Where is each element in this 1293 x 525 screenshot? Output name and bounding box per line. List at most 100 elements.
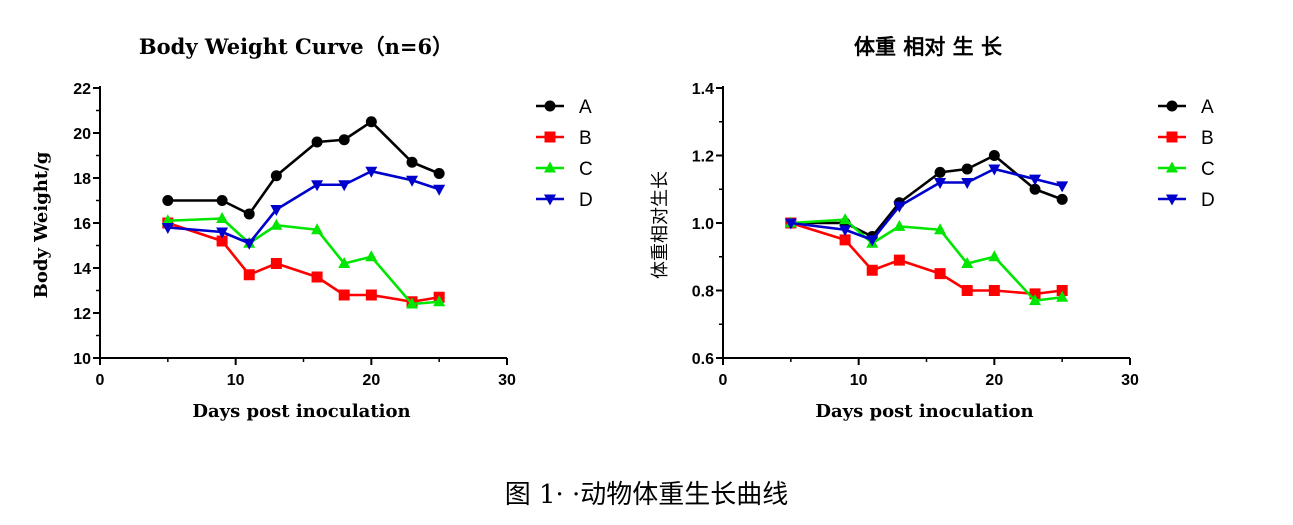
y-tick-label: 0.6 [692,351,714,368]
data-point-B [893,254,905,266]
y-tick-label: 0.8 [692,284,714,301]
data-point-C [433,295,446,307]
legend-marker-C [1166,161,1178,173]
data-point-D [406,175,419,187]
y-axis-label: 体重相对生长 [650,171,671,279]
data-point-D [161,223,174,234]
data-point-C [311,223,324,235]
data-point-D [934,178,947,189]
series-line-C [790,218,1063,302]
legend-marker-A [544,100,556,112]
legend-marker-D [1166,194,1178,206]
y-tick-label: 10 [73,351,91,368]
data-point-D [839,225,852,237]
x-axis-label: Days post inoculation [192,401,410,422]
legend-label-B: B [579,128,592,149]
data-point-A [406,156,418,168]
data-point-D [243,238,256,250]
x-tick-label: 0 [719,372,728,389]
legend-marker-A [1166,100,1178,112]
x-tick-label: 20 [362,372,380,389]
data-point-C [161,214,174,226]
legend-label-A: A [579,97,592,118]
legend-marker-B [1166,131,1178,143]
y-tick-label: 18 [73,171,91,188]
y-tick-label: 1.2 [692,149,714,166]
x-tick-label: 0 [96,372,105,389]
data-point-D [365,166,378,178]
data-point-A [270,170,282,182]
data-point-C [365,250,378,262]
chart-title: 体重 相对 生 长 [854,34,1003,59]
x-tick-label: 20 [985,372,1003,389]
data-point-D [988,164,1001,176]
data-point-C [216,212,229,223]
data-point-D [270,205,283,216]
y-axis-label: Body Weight/g [31,151,52,298]
data-point-A [216,195,228,206]
legend-marker-C [544,161,556,173]
figure-caption: 图 1· ·动物体重生长曲线 [504,480,789,510]
y-tick-label: 1.4 [692,81,714,98]
x-tick-label: 30 [1121,372,1139,389]
data-point-C [934,223,947,235]
legend-label-D: D [1201,190,1215,211]
data-point-A [433,168,445,179]
data-point-D [1056,181,1069,193]
data-point-D [1029,174,1042,186]
x-tick-label: 10 [227,372,245,389]
y-tick-label: 1.0 [692,216,714,233]
data-point-B [961,285,973,296]
y-tick-label: 14 [73,261,91,278]
y-tick-label: 20 [73,126,91,143]
data-point-A [311,136,323,148]
data-point-C [406,297,419,309]
data-point-A [243,208,255,220]
data-point-B [1029,288,1041,300]
series-line-A [167,120,440,216]
chart-1: Body Weight Curve（n=6） 10 12 14 16 18 20 22 0 10 2… [31,34,593,422]
data-point-B [1056,285,1068,296]
data-point-B [365,289,377,301]
y-tick-label: 22 [73,81,91,98]
data-point-B [988,285,1000,296]
data-point-D [338,180,351,192]
chart-2: 体重 相对 生 长 0.6 0.8 1.0 1.2 1.4 0 10 20 30 Days post… [650,34,1215,422]
legend-label-C: C [579,159,593,180]
series-A [162,116,445,220]
data-point-D [866,235,879,247]
series-C [784,213,1069,306]
data-point-B [934,268,946,280]
series-line-D [167,169,440,245]
x-tick-label: 30 [498,372,516,389]
data-point-A [961,163,973,175]
data-point-C [839,213,852,225]
legend-label-B: B [1201,128,1214,149]
data-point-B [338,289,350,301]
data-point-B [216,235,228,247]
data-point-A [162,195,174,206]
data-point-B [866,264,878,276]
data-point-C [961,257,974,268]
legend-label-A: A [1201,97,1214,118]
data-point-A [988,150,1000,161]
series-D [161,166,446,250]
x-tick-label: 10 [850,372,868,389]
series-line-A [790,154,1063,238]
data-point-D [433,184,446,196]
chart-title: Body Weight Curve（n=6） [139,34,453,59]
series-line-B [790,221,1063,296]
x-axis-label: Days post inoculation [815,401,1033,422]
data-point-A [934,166,946,178]
legend-marker-D [544,194,556,206]
series-C [161,212,446,309]
legend-label-C: C [1201,159,1215,180]
data-point-D [216,227,229,239]
data-point-A [1056,193,1068,205]
data-point-C [338,257,351,268]
data-point-D [961,178,974,189]
series-D [784,164,1069,247]
data-point-B [839,234,851,246]
